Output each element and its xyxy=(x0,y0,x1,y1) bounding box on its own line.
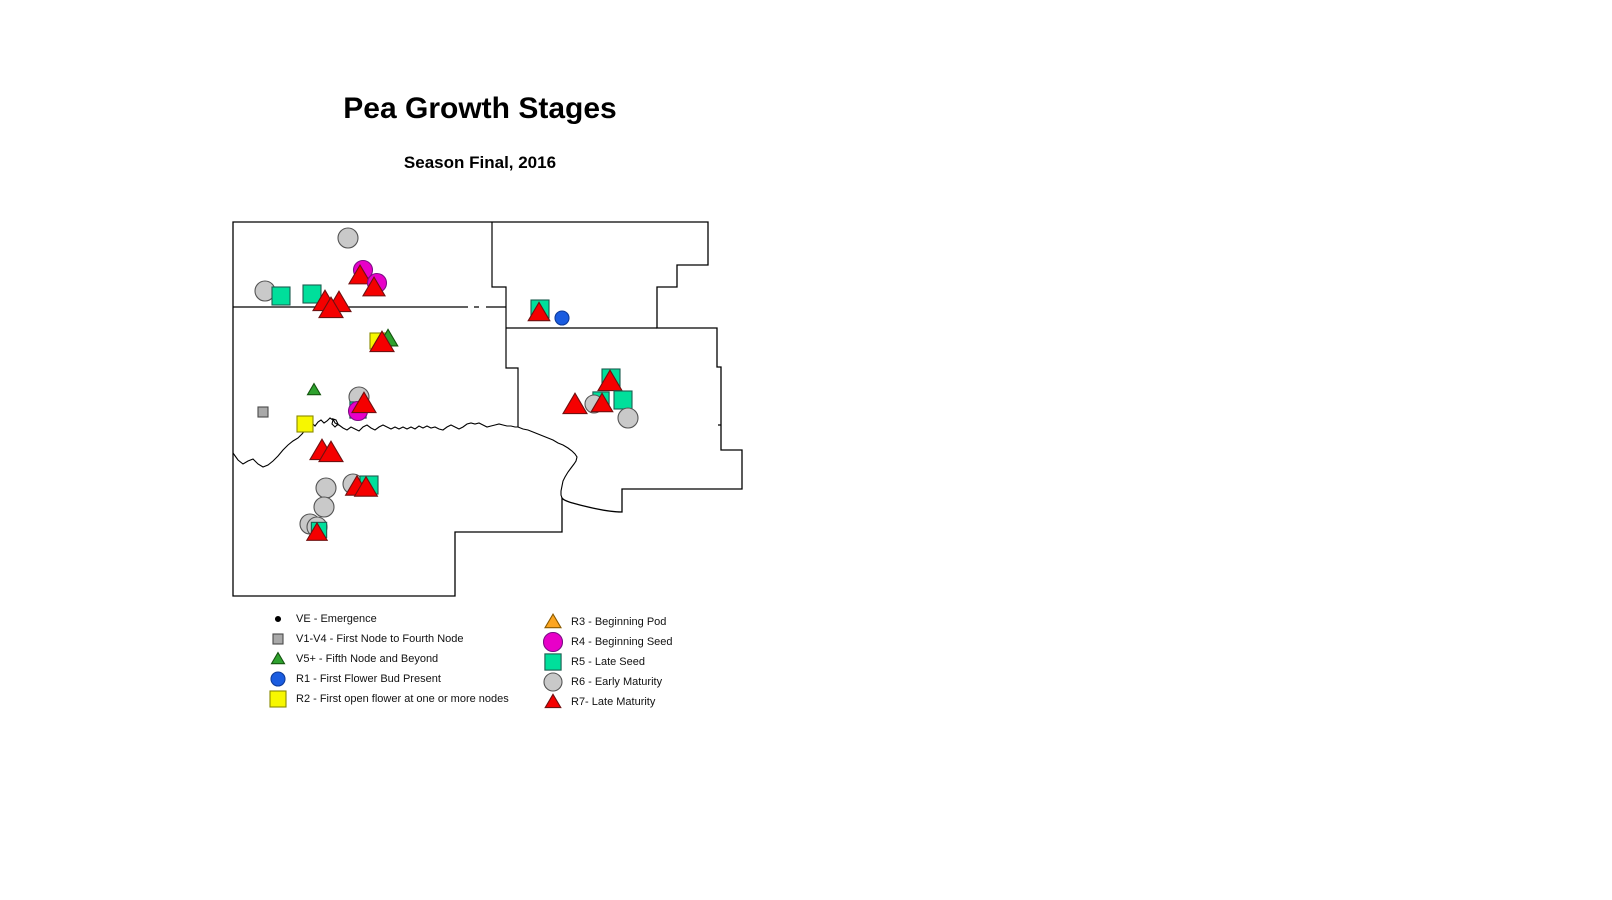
r1-circle-icon xyxy=(270,671,286,687)
ve-dot-icon xyxy=(274,615,282,623)
legend-item-label: R2 - First open flower at one or more no… xyxy=(296,693,509,705)
map-marker-r6 xyxy=(617,407,639,429)
r4-circle-icon xyxy=(543,632,563,652)
map-marker-v5 xyxy=(306,382,322,396)
map-marker-r7 xyxy=(318,440,344,463)
map-marker-r7 xyxy=(347,264,373,285)
legend-item-v5plus: V5+ - Fifth Node and Beyond xyxy=(268,649,509,669)
legend-item-label: R1 - First Flower Bud Present xyxy=(296,673,441,685)
legend-item-r5: R5 - Late Seed xyxy=(543,652,673,672)
map-marker-r5 xyxy=(613,390,633,410)
map-marker-r7 xyxy=(361,276,387,297)
r7-triangle-icon xyxy=(544,693,562,709)
map-marker-r1 xyxy=(554,310,570,326)
r2-square-icon xyxy=(269,690,287,708)
r3-triangle-icon xyxy=(544,613,562,629)
r5-square-icon xyxy=(544,653,562,671)
legend-item-r7: R7- Late Maturity xyxy=(543,692,673,712)
county-borders-outer xyxy=(232,221,743,597)
legend-item-label: R3 - Beginning Pod xyxy=(571,616,667,628)
legend-item-r4: R4 - Beginning Seed xyxy=(543,632,673,652)
map-marker-r5 xyxy=(271,286,291,306)
river-line xyxy=(232,417,578,499)
legend-right-column: R3 - Beginning Pod R4 - Beginning Seed R… xyxy=(543,612,673,712)
map-marker-r7 xyxy=(318,296,344,319)
map-marker-r7 xyxy=(305,521,329,541)
legend-item-r1: R1 - First Flower Bud Present xyxy=(268,669,509,689)
legend-item-r3: R3 - Beginning Pod xyxy=(543,612,673,632)
legend-item-label: R5 - Late Seed xyxy=(571,656,645,668)
map-marker-r7 xyxy=(527,301,551,322)
legend-item-v1-v4: V1-V4 - First Node to Fourth Node xyxy=(268,629,509,649)
legend-left-column: VE - Emergence V1-V4 - First Node to Fou… xyxy=(268,609,509,709)
legend-item-label: R7- Late Maturity xyxy=(571,696,656,708)
legend-item-label: R4 - Beginning Seed xyxy=(571,636,673,648)
figure-subtitle: Season Final, 2016 xyxy=(403,153,557,172)
map-marker-r7 xyxy=(353,475,379,497)
map-marker-r6 xyxy=(313,496,335,518)
map-marker-r7 xyxy=(369,330,395,353)
v1-v4-square-icon xyxy=(272,633,284,645)
map-markers-layer xyxy=(254,227,639,541)
r6-circle-icon xyxy=(543,672,563,692)
map-marker-v14 xyxy=(257,406,269,418)
map-marker-r7 xyxy=(562,392,588,415)
map-marker-r6 xyxy=(337,227,359,249)
legend-item-label: R6 - Early Maturity xyxy=(571,676,663,688)
legend-item-ve: VE - Emergence xyxy=(268,609,509,629)
legend-item-label: V5+ - Fifth Node and Beyond xyxy=(296,653,439,665)
figure-title: Pea Growth Stages xyxy=(343,92,617,125)
v5-triangle-icon xyxy=(270,651,286,665)
map-marker-r7 xyxy=(351,391,377,414)
county-borders-internal xyxy=(233,222,721,427)
map-marker-r6 xyxy=(315,477,337,499)
legend-item-label: VE - Emergence xyxy=(296,613,377,625)
legend-item-r6: R6 - Early Maturity xyxy=(543,672,673,692)
map-marker-r2 xyxy=(296,415,314,433)
map-marker-r7 xyxy=(597,369,623,392)
map-marker-r7 xyxy=(590,392,614,413)
map-marker-r5 xyxy=(302,284,322,304)
legend-item-label: V1-V4 - First Node to Fourth Node xyxy=(296,633,464,645)
legend-item-r2: R2 - First open flower at one or more no… xyxy=(268,689,509,709)
